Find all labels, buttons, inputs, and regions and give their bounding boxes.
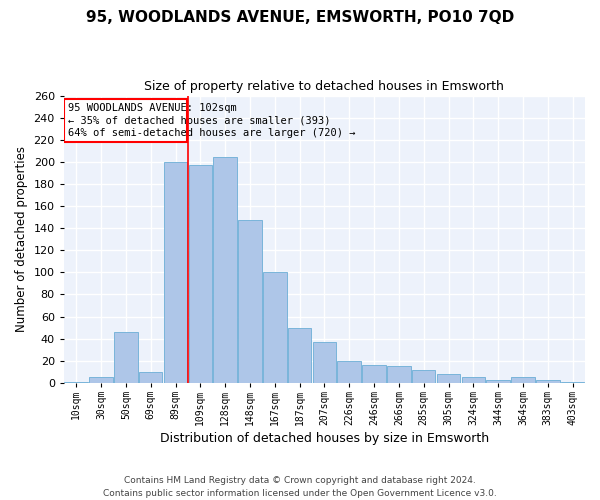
Bar bbox=[362, 365, 386, 383]
Text: 64% of semi-detached houses are larger (720) →: 64% of semi-detached houses are larger (… bbox=[68, 128, 356, 138]
Bar bbox=[313, 342, 336, 383]
Bar bbox=[461, 378, 485, 383]
Bar bbox=[487, 380, 510, 383]
Text: ← 35% of detached houses are smaller (393): ← 35% of detached houses are smaller (39… bbox=[68, 116, 331, 126]
Bar bbox=[214, 158, 237, 383]
Title: Size of property relative to detached houses in Emsworth: Size of property relative to detached ho… bbox=[145, 80, 505, 93]
Text: 95 WOODLANDS AVENUE: 102sqm: 95 WOODLANDS AVENUE: 102sqm bbox=[68, 104, 237, 114]
Y-axis label: Number of detached properties: Number of detached properties bbox=[15, 146, 28, 332]
Bar bbox=[511, 378, 535, 383]
Bar bbox=[288, 328, 311, 383]
Text: Contains HM Land Registry data © Crown copyright and database right 2024.
Contai: Contains HM Land Registry data © Crown c… bbox=[103, 476, 497, 498]
Bar bbox=[412, 370, 436, 383]
Bar bbox=[238, 220, 262, 383]
Bar bbox=[536, 380, 560, 383]
Bar bbox=[139, 372, 163, 383]
Bar bbox=[114, 332, 137, 383]
Bar bbox=[337, 361, 361, 383]
Bar bbox=[561, 382, 584, 383]
Bar bbox=[89, 378, 113, 383]
X-axis label: Distribution of detached houses by size in Emsworth: Distribution of detached houses by size … bbox=[160, 432, 489, 445]
Bar bbox=[437, 374, 460, 383]
Bar bbox=[263, 272, 287, 383]
Text: 95, WOODLANDS AVENUE, EMSWORTH, PO10 7QD: 95, WOODLANDS AVENUE, EMSWORTH, PO10 7QD bbox=[86, 10, 514, 25]
Bar bbox=[188, 165, 212, 383]
Bar bbox=[64, 382, 88, 383]
Bar bbox=[64, 99, 187, 142]
Bar bbox=[387, 366, 410, 383]
Bar bbox=[164, 162, 187, 383]
